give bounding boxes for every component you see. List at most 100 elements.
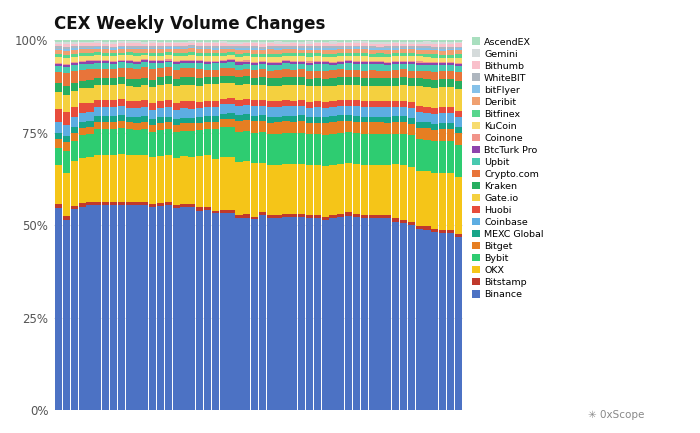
Bar <box>134 49 141 53</box>
Bar <box>416 112 423 122</box>
Bar <box>196 61 203 63</box>
Bar <box>220 127 227 157</box>
Bar <box>110 129 117 155</box>
Bar <box>63 64 70 65</box>
Bar <box>134 42 141 43</box>
Bar <box>55 92 62 109</box>
Bar <box>345 85 352 100</box>
Bar <box>243 105 251 114</box>
Bar <box>337 64 344 69</box>
Bar <box>330 65 337 70</box>
Bar <box>228 213 234 410</box>
Bar <box>392 64 399 70</box>
Bar <box>125 68 133 79</box>
Bar <box>306 218 313 410</box>
Bar <box>134 117 141 123</box>
Bar <box>384 65 391 71</box>
Bar <box>164 100 172 107</box>
Bar <box>71 117 78 127</box>
Bar <box>110 116 117 122</box>
Bar <box>259 216 266 410</box>
Bar <box>94 63 101 68</box>
Bar <box>282 48 290 49</box>
Bar <box>86 88 94 103</box>
Bar <box>149 53 156 56</box>
Bar <box>110 205 117 410</box>
Bar <box>431 65 438 72</box>
Bar <box>196 49 203 53</box>
Bar <box>431 58 438 62</box>
Bar <box>188 41 195 43</box>
Bar <box>282 217 290 410</box>
Bar <box>353 133 360 164</box>
Bar <box>134 130 141 155</box>
Bar <box>157 60 164 61</box>
Bar <box>282 69 290 77</box>
Bar <box>164 67 172 76</box>
Bar <box>134 61 141 62</box>
Bar <box>306 102 313 107</box>
Bar <box>212 122 219 129</box>
Bar <box>368 116 376 122</box>
Bar <box>173 42 180 43</box>
Bar <box>125 63 133 68</box>
Bar <box>173 40 180 42</box>
Bar <box>188 204 195 207</box>
Bar <box>94 60 101 61</box>
Bar <box>235 115 242 121</box>
Bar <box>424 226 430 229</box>
Bar <box>141 155 148 202</box>
Bar <box>164 47 172 49</box>
Bar <box>282 214 290 217</box>
Bar <box>94 129 101 155</box>
Bar <box>392 43 399 46</box>
Bar <box>407 40 415 42</box>
Bar <box>321 87 329 102</box>
Bar <box>228 98 234 104</box>
Bar <box>212 101 219 107</box>
Bar <box>447 44 454 47</box>
Bar <box>125 155 133 202</box>
Bar <box>102 60 109 61</box>
Bar <box>447 79 454 87</box>
Bar <box>377 62 384 65</box>
Bar <box>102 64 109 69</box>
Bar <box>86 157 94 202</box>
Bar <box>306 57 313 61</box>
Bar <box>220 48 227 49</box>
Bar <box>181 84 188 101</box>
Bar <box>267 49 274 54</box>
Bar <box>196 43 203 46</box>
Bar <box>290 116 298 122</box>
Bar <box>314 48 321 50</box>
Bar <box>86 127 94 135</box>
Bar <box>149 49 156 53</box>
Bar <box>439 62 447 63</box>
Bar <box>251 46 258 48</box>
Bar <box>321 62 329 65</box>
Bar <box>306 71 313 79</box>
Bar <box>196 86 203 102</box>
Bar <box>424 65 430 71</box>
Bar <box>407 222 415 225</box>
Bar <box>157 48 164 49</box>
Bar <box>173 208 180 410</box>
Bar <box>384 50 391 54</box>
Bar <box>306 48 313 50</box>
Bar <box>220 210 227 213</box>
Bar <box>431 124 438 129</box>
Bar <box>188 109 195 118</box>
Bar <box>314 117 321 123</box>
Bar <box>125 129 133 155</box>
Bar <box>196 46 203 48</box>
Bar <box>157 156 164 203</box>
Bar <box>306 44 313 46</box>
Bar <box>94 107 101 116</box>
Bar <box>330 101 337 107</box>
Bar <box>439 71 447 79</box>
Bar <box>360 215 368 218</box>
Bar <box>55 40 62 42</box>
Bar <box>306 117 313 123</box>
Bar <box>118 49 125 52</box>
Bar <box>125 117 133 122</box>
